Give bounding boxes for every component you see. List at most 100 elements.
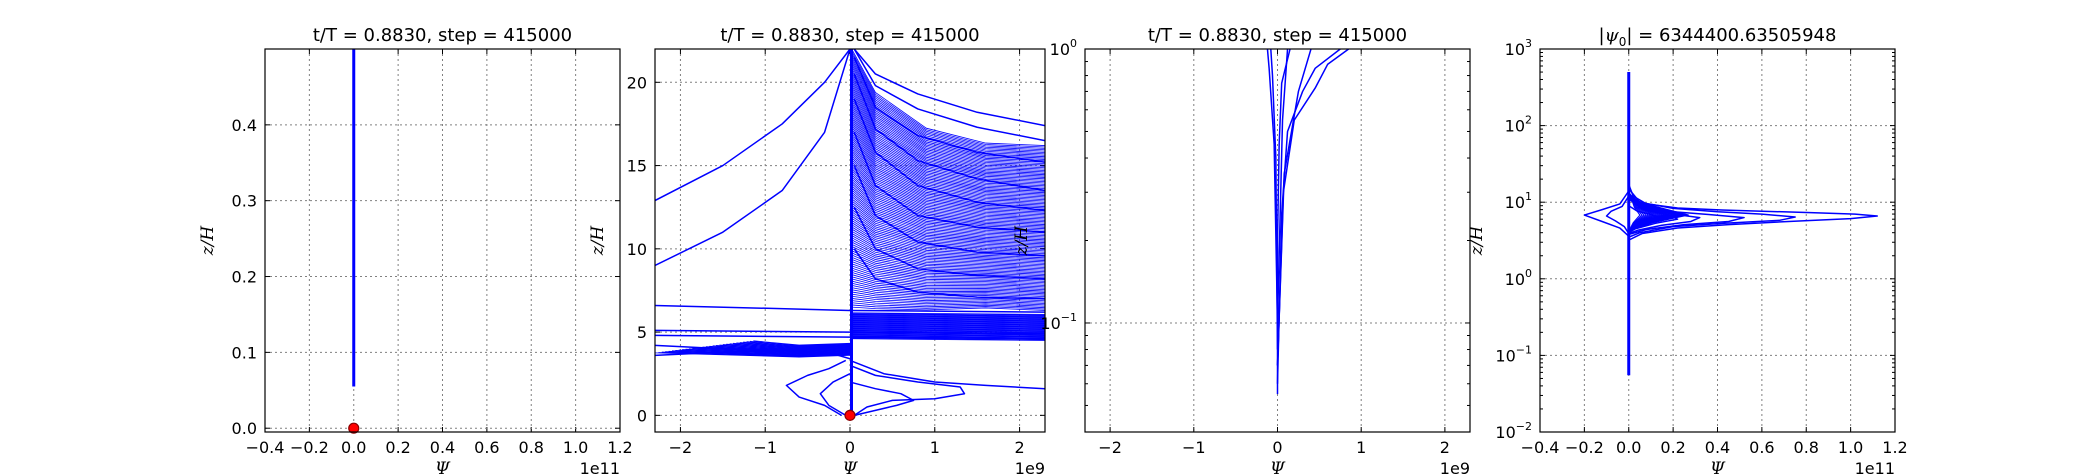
series-group: [1583, 72, 1878, 376]
series-line: [851, 256, 1045, 279]
series-line: [1276, 49, 1312, 366]
series-line: [851, 228, 1045, 261]
y-tick-label: 10: [627, 240, 647, 259]
y-tick-label: 20: [627, 73, 647, 92]
series-line: [851, 302, 1045, 309]
series-line: [851, 53, 1045, 149]
series-line: [699, 347, 851, 353]
series-line: [849, 381, 915, 417]
y-tick-label: 0.0: [232, 419, 257, 438]
series-line: [851, 170, 1045, 224]
series-line: [851, 259, 1045, 281]
series-line: [1276, 49, 1341, 384]
series-line: [851, 293, 1045, 303]
series-line: [851, 176, 1045, 228]
series-line: [851, 129, 1045, 198]
x-tick-label: 0.6: [1749, 438, 1774, 457]
series-line: [853, 49, 1045, 142]
series-line: [849, 327, 1045, 331]
series-line: [851, 278, 1045, 293]
series-line: [668, 350, 851, 356]
series-line: [851, 196, 1045, 241]
x-tick-label: −0.4: [1521, 438, 1560, 457]
series-line: [851, 285, 1045, 297]
y-tick-label: 15: [627, 157, 647, 176]
series-line: [851, 105, 1045, 182]
series-line: [661, 351, 851, 357]
series-line: [749, 340, 851, 346]
series-line: [849, 325, 1045, 329]
series-line: [851, 49, 1045, 146]
series-line: [851, 111, 1045, 187]
marker: [348, 422, 360, 434]
series-line: [682, 349, 851, 355]
series-line: [851, 118, 1045, 191]
series-line: [849, 334, 1045, 337]
y-tick-label: 101: [1505, 190, 1532, 212]
y-tick-label: 0.2: [232, 268, 257, 287]
x-offset-label: 1e9: [1015, 459, 1045, 475]
series-line: [722, 344, 851, 350]
series-line: [849, 318, 1045, 321]
series-line: [851, 137, 1045, 203]
x-tick-label: 0: [1272, 438, 1282, 457]
series-line: [851, 152, 1045, 213]
series-line: [851, 174, 1045, 227]
series-line: [851, 280, 1045, 295]
series-line: [709, 345, 851, 351]
x-tick-label: 1.0: [563, 438, 588, 457]
series-line: [850, 49, 853, 416]
series-line: [851, 100, 1045, 180]
series-line: [849, 313, 1045, 317]
series-line: [851, 72, 1045, 162]
series-line: [849, 337, 1045, 340]
series-line: [851, 202, 1045, 245]
y-tick-label: 0.3: [232, 192, 257, 211]
y-tick-label: 103: [1505, 37, 1532, 59]
series-line: [1266, 49, 1279, 323]
series-line: [851, 198, 1045, 242]
series-line: [655, 49, 851, 202]
series-line: [851, 50, 1045, 148]
series-line: [851, 246, 1045, 273]
series-line: [851, 295, 1045, 304]
series-line: [851, 113, 1045, 188]
series-line: [851, 254, 1045, 278]
series-line: [851, 116, 1045, 189]
series-line: [851, 150, 1045, 212]
series-group: [1266, 49, 1350, 395]
series-line: [851, 287, 1045, 299]
series-line: [851, 233, 1045, 264]
series-line: [732, 342, 851, 348]
series-line: [671, 350, 851, 356]
subplot-3: −2 −1 0 1 2 100 10−1 t/T = 0.8830, step = 41500…: [1012, 25, 1471, 475]
x-tick-label: −0.4: [246, 438, 285, 457]
axes-frame: [654, 48, 1046, 433]
x-tick-label: −2: [669, 438, 693, 457]
series-line: [851, 276, 1045, 292]
x-tick-label: 0.6: [474, 438, 499, 457]
y-tick-label: 102: [1505, 114, 1532, 136]
series-line: [851, 187, 1045, 235]
series-line: [692, 347, 851, 353]
series-line: [849, 329, 1045, 333]
y-tick-label: 10−1: [1040, 311, 1077, 333]
series-line: [716, 345, 851, 350]
x-tick-label: 2: [1440, 438, 1450, 457]
y-tick-label: 10−2: [1495, 420, 1532, 442]
series-line: [851, 213, 1045, 252]
series-line: [726, 343, 851, 349]
series-line: [851, 81, 1045, 167]
series-line: [678, 349, 851, 355]
series-line: [849, 332, 1045, 335]
x-tick-label: 2: [1014, 438, 1024, 457]
series-line: [851, 289, 1045, 300]
series-line: [849, 326, 1045, 329]
series-line: [851, 131, 1045, 199]
x-axis-label: Ψ: [843, 459, 859, 475]
series-line: [851, 102, 1045, 181]
series-line: [849, 333, 1045, 337]
series-line: [743, 341, 851, 347]
series-line: [851, 139, 1045, 205]
